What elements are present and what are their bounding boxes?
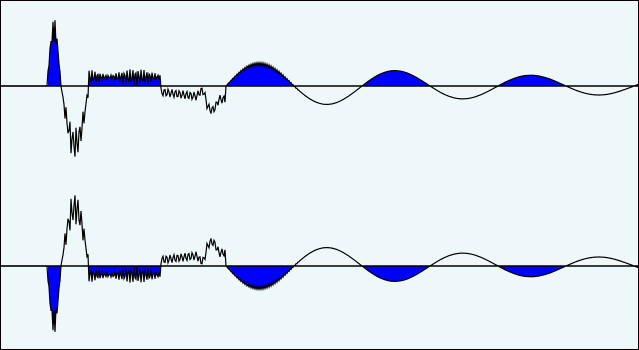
- waveform-line: [1, 195, 638, 332]
- channel-top-waveform[interactable]: [1, 20, 638, 157]
- waveform-line: [1, 20, 638, 157]
- channel-bottom-waveform[interactable]: [1, 195, 638, 332]
